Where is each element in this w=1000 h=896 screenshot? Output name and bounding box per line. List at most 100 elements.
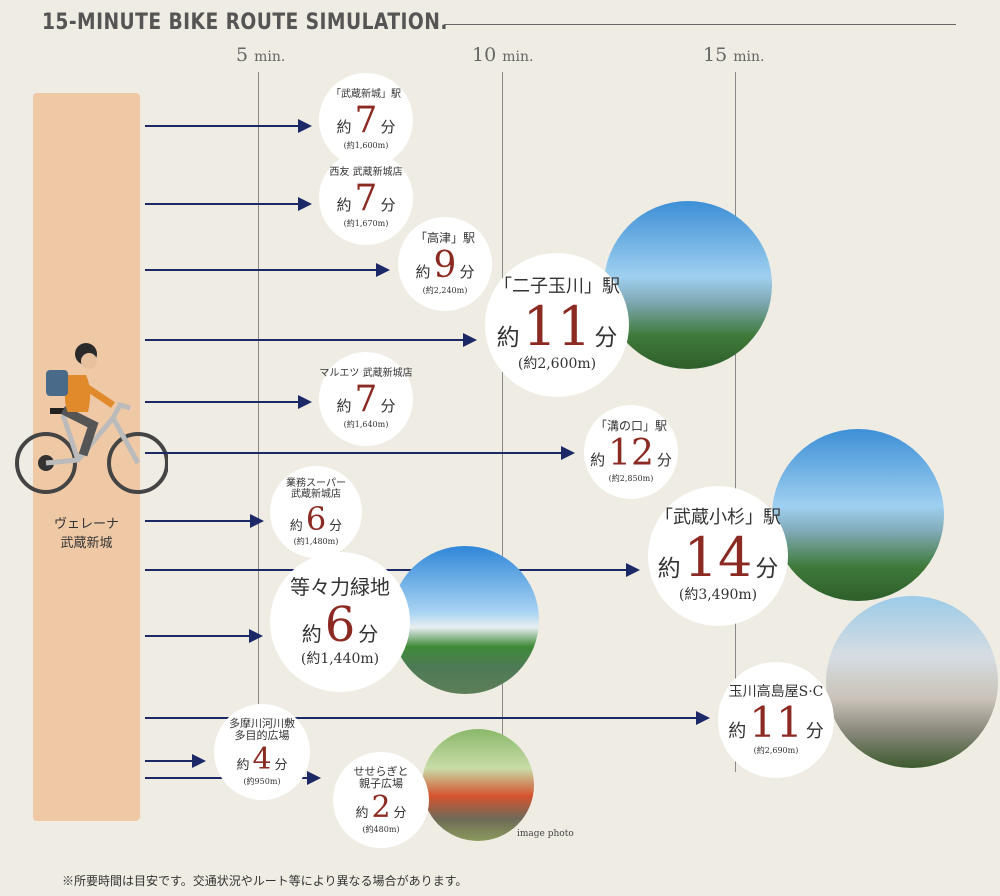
route-arrow bbox=[145, 629, 263, 643]
tick-15min: 15 min. bbox=[703, 44, 764, 66]
time-prefix: 約 bbox=[728, 721, 747, 743]
travel-time: 約7 分 bbox=[336, 177, 396, 219]
destination-circle: せせらぎと 親子広場約 2 分 (約480m) bbox=[333, 752, 429, 848]
destination-photo bbox=[422, 729, 534, 841]
time-prefix: 約 bbox=[289, 518, 303, 534]
time-suffix: 分 bbox=[755, 555, 779, 582]
time-minutes: 7 bbox=[354, 177, 378, 219]
destination-name: 玉川高島屋S·C bbox=[728, 684, 824, 701]
time-prefix: 約 bbox=[336, 396, 352, 415]
gridline-15min bbox=[735, 72, 736, 772]
origin-label: ヴェレーナ 武蔵新城 bbox=[33, 515, 140, 553]
time-prefix: 約 bbox=[657, 555, 681, 582]
tick-unit: min. bbox=[254, 49, 286, 65]
distance: (約480m) bbox=[362, 824, 400, 834]
tick-unit: min. bbox=[733, 49, 765, 65]
route-arrow bbox=[145, 563, 640, 577]
distance: (約950m) bbox=[243, 776, 281, 786]
tick-number: 15 bbox=[703, 44, 728, 66]
distance: (約1,600m) bbox=[343, 140, 389, 150]
destination-name: 「武蔵新城」駅 bbox=[331, 89, 401, 101]
destination-name: 西友 武蔵新城店 bbox=[329, 167, 403, 179]
time-prefix: 約 bbox=[301, 622, 322, 647]
time-minutes: 14 bbox=[683, 525, 753, 589]
tick-10min: 10 min. bbox=[472, 44, 533, 66]
travel-time: 約11 分 bbox=[497, 299, 618, 354]
destination-circle: 西友 武蔵新城店 約7 分 (約1,670m) bbox=[319, 151, 413, 245]
destination-name: 「高津」駅 bbox=[414, 231, 475, 246]
destination-circle: 業務スーパー 武蔵新城店 約6 分 (約1,480m) bbox=[270, 466, 362, 558]
destination-name: せせらぎと 親子広場 bbox=[353, 764, 409, 791]
travel-time: 約11 分 bbox=[728, 702, 823, 744]
route-arrow bbox=[145, 446, 575, 460]
travel-time: 約7 分 bbox=[336, 99, 396, 141]
destination-name: マルエツ 武蔵新城店 bbox=[319, 368, 413, 380]
time-suffix: 分 bbox=[380, 117, 396, 136]
time-prefix: 約 bbox=[590, 451, 606, 470]
destination-circle: 「武蔵小杉」駅 約14 分 (約3,490m) bbox=[648, 486, 788, 626]
distance: (約1,480m) bbox=[293, 536, 339, 546]
destination-photo bbox=[772, 429, 944, 601]
cyclist-illustration bbox=[15, 343, 168, 494]
time-minutes: 7 bbox=[354, 378, 378, 420]
distance: (約2,850m) bbox=[608, 474, 654, 484]
tick-unit: min. bbox=[502, 49, 534, 65]
time-prefix: 約 bbox=[336, 195, 352, 214]
time-minutes: 11 bbox=[522, 294, 592, 358]
time-prefix: 約 bbox=[336, 117, 352, 136]
time-minutes: 7 bbox=[354, 99, 378, 141]
time-minutes: 2 bbox=[371, 789, 391, 825]
page-title: 15-MINUTE BIKE ROUTE SIMULATION. bbox=[42, 10, 448, 35]
destination-name: 「二子玉川」駅 bbox=[494, 276, 620, 298]
route-arrow bbox=[145, 395, 312, 409]
travel-time: 約9 分 bbox=[416, 248, 475, 284]
destination-photo bbox=[391, 546, 539, 694]
destination-photo bbox=[604, 201, 772, 369]
time-suffix: 分 bbox=[656, 451, 672, 470]
distance: (約1,640m) bbox=[343, 419, 389, 429]
gridline-10min bbox=[502, 72, 503, 772]
time-prefix: 約 bbox=[355, 805, 369, 821]
tick-5min: 5 min. bbox=[236, 44, 285, 66]
destination-circle: 多摩川河川敷 多目的広場約 4 分 (約950m) bbox=[214, 704, 310, 800]
route-arrow bbox=[145, 119, 312, 133]
destination-name: 「溝の口」駅 bbox=[594, 419, 667, 434]
origin-name-line2: 武蔵新城 bbox=[60, 536, 113, 551]
time-suffix: 分 bbox=[380, 396, 396, 415]
time-suffix: 分 bbox=[393, 805, 407, 821]
route-arrow bbox=[145, 711, 710, 725]
time-prefix: 約 bbox=[415, 263, 431, 282]
destination-photo bbox=[826, 596, 998, 768]
time-minutes: 6 bbox=[305, 499, 327, 538]
destination-circle: 「二子玉川」駅 約11 分 (約2,600m) bbox=[485, 253, 629, 397]
destination-circle: 「高津」駅約9 分 (約2,240m) bbox=[398, 217, 492, 311]
destination-circle: 等々力緑地約6 分 (約1,440m) bbox=[270, 552, 410, 692]
distance: (約2,240m) bbox=[422, 286, 468, 296]
time-minutes: 11 bbox=[749, 698, 803, 748]
travel-time: 約12 分 bbox=[590, 436, 672, 472]
route-arrow bbox=[145, 514, 264, 528]
title-divider bbox=[444, 24, 956, 25]
gridline-5min bbox=[258, 72, 259, 772]
destination-name: 業務スーパー 武蔵新城店 bbox=[286, 477, 346, 501]
destination-circle: 「溝の口」駅 約12 分 (約2,850m) bbox=[584, 405, 678, 499]
time-minutes: 6 bbox=[324, 597, 356, 654]
distance: (約3,490m) bbox=[678, 586, 758, 603]
destination-name: 多摩川河川敷 多目的広場 bbox=[229, 716, 295, 743]
tick-number: 10 bbox=[472, 44, 497, 66]
distance: (約1,440m) bbox=[300, 651, 380, 668]
route-arrow bbox=[145, 263, 390, 277]
time-prefix: 約 bbox=[236, 757, 250, 773]
time-suffix: 分 bbox=[594, 324, 618, 351]
time-minutes: 4 bbox=[252, 741, 272, 777]
travel-time: 約14 分 bbox=[657, 530, 779, 585]
time-suffix: 分 bbox=[459, 263, 475, 282]
destination-name: 等々力緑地 bbox=[290, 575, 390, 600]
travel-time: 約6 分 bbox=[290, 503, 342, 535]
time-minutes: 12 bbox=[608, 433, 654, 475]
time-suffix: 分 bbox=[329, 518, 343, 534]
time-suffix: 分 bbox=[358, 622, 379, 647]
destination-circle: 玉川高島屋S·C 約11 分 (約2,690m) bbox=[718, 662, 834, 778]
distance: (約1,670m) bbox=[343, 218, 389, 228]
